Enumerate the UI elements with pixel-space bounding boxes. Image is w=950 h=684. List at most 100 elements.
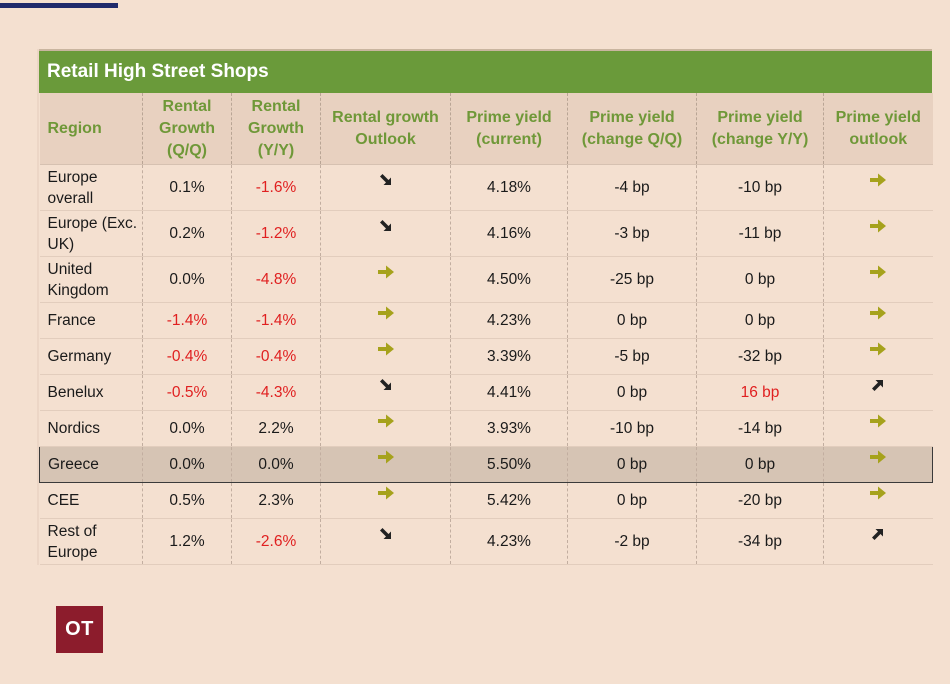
right-arrow-icon xyxy=(869,172,887,193)
py-outlook-cell xyxy=(823,410,933,447)
rg-outlook-cell xyxy=(320,482,451,519)
rg-outlook-cell xyxy=(320,446,451,483)
py-yy-cell: 0 bp xyxy=(696,256,824,303)
column-header-rg-outlook: Rental growth Outlook xyxy=(320,93,451,165)
rg-qq-cell: 0.0% xyxy=(142,446,232,483)
py-qq-cell: -25 bp xyxy=(567,256,697,303)
header-line: Outlook xyxy=(355,130,416,148)
py-current-cell: 4.23% xyxy=(450,518,568,565)
header-line: Region xyxy=(47,119,102,137)
py-qq-cell: -3 bp xyxy=(567,210,697,257)
right-arrow-icon xyxy=(869,485,887,506)
rg-yy-cell: 2.2% xyxy=(231,410,321,447)
rg-outlook-cell xyxy=(320,338,451,375)
column-header-py-current: Prime yield (current) xyxy=(450,93,568,165)
header-line: (Q/Q) xyxy=(167,141,207,159)
down-right-arrow-icon xyxy=(378,172,394,193)
py-qq-cell: -4 bp xyxy=(567,164,697,211)
region-cell: France xyxy=(39,302,143,339)
right-arrow-icon xyxy=(377,305,395,326)
py-yy-cell: -14 bp xyxy=(696,410,824,447)
py-qq-cell: 0 bp xyxy=(567,374,697,411)
region-cell: Europe (Exc. UK) xyxy=(39,210,143,257)
py-current-cell: 4.50% xyxy=(450,256,568,303)
table-row: Europe overall 0.1% -1.6% 4.18% -4 bp -10 bp xyxy=(39,164,933,211)
py-qq-cell: -2 bp xyxy=(567,518,697,565)
header-line: Rental growth xyxy=(332,108,439,126)
region-label: Greece xyxy=(48,456,99,473)
column-header-rg-qq: Rental Growth (Q/Q) xyxy=(142,93,232,165)
region-label: Germany xyxy=(47,348,112,365)
region-label: Rest of xyxy=(47,522,97,540)
right-arrow-icon xyxy=(869,218,887,239)
py-outlook-cell xyxy=(823,374,933,411)
table-row: Europe (Exc. UK) 0.2% -1.2% 4.16% -3 bp -11 bp xyxy=(39,210,933,257)
rg-qq-cell: 0.2% xyxy=(142,210,232,257)
table-row: Germany -0.4% -0.4% 3.39% -5 bp -32 bp xyxy=(39,338,933,375)
right-arrow-icon xyxy=(869,449,887,470)
region-label: Nordics xyxy=(47,420,101,437)
py-current-cell: 4.41% xyxy=(450,374,568,411)
py-current-cell: 4.18% xyxy=(450,164,568,211)
region-label: Europe xyxy=(47,543,98,561)
rg-yy-cell: -4.3% xyxy=(231,374,321,411)
down-right-arrow-icon xyxy=(378,526,394,547)
rg-yy-cell: -0.4% xyxy=(231,338,321,375)
region-cell: Greece xyxy=(39,446,143,483)
header-line: Prime yield xyxy=(589,108,675,126)
column-header-rg-yy: Rental Growth (Y/Y) xyxy=(231,93,321,165)
rg-yy-cell: -4.8% xyxy=(231,256,321,303)
py-outlook-cell xyxy=(823,446,933,483)
region-cell: Rest of Europe xyxy=(39,518,143,565)
header-line: Growth xyxy=(248,119,304,137)
rg-outlook-cell xyxy=(320,374,451,411)
top-accent-rule xyxy=(0,3,118,8)
header-line: (change Q/Q) xyxy=(581,130,683,148)
py-yy-cell: -20 bp xyxy=(696,482,824,519)
column-header-py-qq: Prime yield (change Q/Q) xyxy=(567,93,697,165)
py-current-cell: 4.16% xyxy=(450,210,568,257)
header-line: outlook xyxy=(849,130,908,148)
py-current-cell: 3.39% xyxy=(450,338,568,375)
rg-yy-cell: 2.3% xyxy=(231,482,321,519)
region-label: Kingdom xyxy=(47,281,109,299)
header-line: Rental xyxy=(251,97,301,115)
py-qq-cell: 0 bp xyxy=(567,302,697,339)
py-outlook-cell xyxy=(823,302,933,339)
up-right-arrow-icon xyxy=(870,526,886,547)
column-header-region: Region xyxy=(39,93,143,165)
ot-logo: OT xyxy=(56,606,103,653)
right-arrow-icon xyxy=(377,341,395,362)
rg-yy-cell: 0.0% xyxy=(231,446,321,483)
rg-outlook-cell xyxy=(320,410,451,447)
region-label: Europe (Exc. xyxy=(47,214,138,232)
table-row: United Kingdom 0.0% -4.8% 4.50% -25 bp 0 bp xyxy=(39,256,933,303)
rg-qq-cell: -1.4% xyxy=(142,302,232,339)
region-label: CEE xyxy=(47,492,80,509)
py-qq-cell: -10 bp xyxy=(567,410,697,447)
region-label: Europe xyxy=(47,168,98,186)
rg-outlook-cell xyxy=(320,164,451,211)
rg-qq-cell: 0.0% xyxy=(142,410,232,447)
py-qq-cell: -5 bp xyxy=(567,338,697,375)
right-arrow-icon xyxy=(869,305,887,326)
region-cell: Nordics xyxy=(39,410,143,447)
rg-yy-cell: -1.4% xyxy=(231,302,321,339)
py-qq-cell: 0 bp xyxy=(567,446,697,483)
rg-yy-cell: -1.2% xyxy=(231,210,321,257)
py-outlook-cell xyxy=(823,164,933,211)
down-right-arrow-icon xyxy=(378,377,394,398)
right-arrow-icon xyxy=(377,485,395,506)
region-label: France xyxy=(47,312,96,329)
header-line: (current) xyxy=(476,130,542,148)
py-qq-cell: 0 bp xyxy=(567,482,697,519)
header-line: Prime yield xyxy=(717,108,803,126)
region-label: UK) xyxy=(47,235,75,253)
region-label: United xyxy=(47,260,93,278)
retail-data-table: Region Rental Growth (Q/Q) Rental Growth (Y/Y)… xyxy=(39,93,933,565)
right-arrow-icon xyxy=(869,413,887,434)
rg-qq-cell: -0.4% xyxy=(142,338,232,375)
column-header-py-yy: Prime yield (change Y/Y) xyxy=(696,93,824,165)
py-outlook-cell xyxy=(823,256,933,303)
region-cell: Benelux xyxy=(39,374,143,411)
